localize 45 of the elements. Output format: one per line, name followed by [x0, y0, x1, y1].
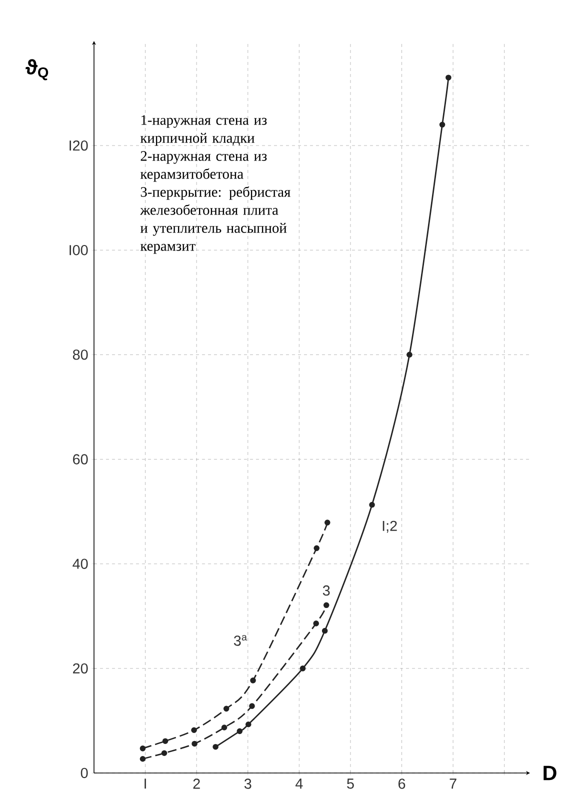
point — [162, 738, 168, 744]
point — [245, 721, 252, 728]
point — [140, 746, 146, 752]
point — [221, 724, 228, 730]
point — [322, 628, 328, 634]
point — [406, 352, 412, 358]
point — [446, 74, 452, 80]
point — [300, 666, 306, 672]
y-tick-label: 80 — [72, 350, 88, 360]
annotation: 3-перкрытие: ребристая железобетонная плита и утеплитель насыпной керамзит — [140, 186, 290, 254]
x-tick-label: 3 — [244, 778, 252, 789]
point — [314, 545, 320, 552]
x-tick-label: 5 — [347, 778, 354, 789]
y-tick-label: I20 — [70, 140, 88, 151]
x-tick-label: 2 — [193, 778, 200, 789]
x-tick-label: I — [144, 778, 146, 789]
x-tick-label: 6 — [398, 778, 406, 789]
series-label: 3$^{a}$ — [234, 635, 247, 646]
point — [212, 744, 218, 750]
y-tick-label: 20 — [73, 663, 88, 674]
y-tick-label: 40 — [72, 558, 88, 569]
y-tick-label: 0 — [80, 768, 88, 778]
point — [236, 728, 243, 734]
y-tick-label: I00 — [70, 245, 88, 256]
point — [313, 620, 320, 626]
point — [249, 703, 255, 709]
x-axis-title: D — [544, 766, 556, 780]
point — [192, 740, 198, 747]
x-tick-label: 4 — [296, 778, 303, 789]
point — [223, 706, 230, 712]
point — [369, 502, 375, 508]
x-tick-label: 7 — [450, 778, 456, 789]
point — [140, 756, 146, 762]
y-tick-label: 60 — [73, 454, 88, 464]
point — [323, 602, 330, 608]
point — [324, 520, 330, 526]
point — [161, 750, 168, 756]
point — [439, 122, 446, 128]
y-axis-title: ϑ$_{Q}$ — [26, 59, 48, 80]
series-label: I;2 — [382, 520, 397, 533]
series-label: 3 — [322, 585, 330, 596]
annotation: 2-наружная стена из керамзитобетона — [140, 151, 267, 182]
point — [191, 727, 197, 734]
annotation: 1-наружная стена из кирпичной кладки — [140, 115, 267, 146]
point — [250, 678, 256, 684]
